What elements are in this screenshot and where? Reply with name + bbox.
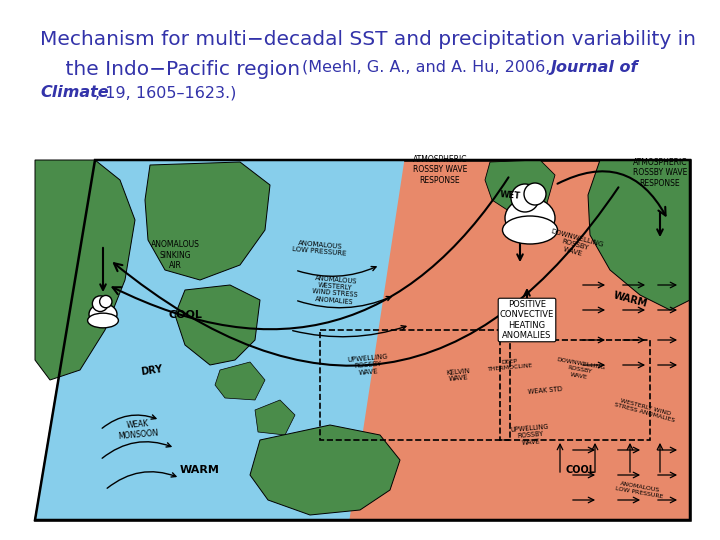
Bar [500, 340, 650, 440]
Text: DRY: DRY [140, 363, 163, 376]
Text: COOL: COOL [168, 310, 202, 320]
FancyArrowPatch shape [114, 187, 618, 366]
Polygon shape [35, 160, 405, 520]
Text: Journal of: Journal of [551, 60, 639, 75]
Polygon shape [35, 160, 690, 520]
Bar [320, 330, 510, 440]
Text: the Indo−Pacific region: the Indo−Pacific region [40, 60, 307, 79]
FancyArrowPatch shape [102, 415, 156, 428]
FancyArrowPatch shape [293, 326, 406, 337]
Polygon shape [255, 400, 295, 435]
Text: DOWNWELLING
ROSSBY
WAVE: DOWNWELLING ROSSBY WAVE [554, 357, 606, 382]
Ellipse shape [505, 198, 555, 238]
Ellipse shape [503, 216, 557, 244]
Polygon shape [145, 162, 270, 280]
Text: ANOMALOUS
LOW PRESSURE: ANOMALOUS LOW PRESSURE [615, 481, 665, 500]
Circle shape [524, 183, 546, 205]
Text: UPWELLING
ROSSBY
WAVE: UPWELLING ROSSBY WAVE [347, 353, 390, 377]
Text: DEEP
THERMOCLINE: DEEP THERMOCLINE [487, 357, 533, 373]
Polygon shape [35, 160, 135, 380]
Polygon shape [588, 160, 690, 310]
Circle shape [511, 184, 539, 212]
Ellipse shape [88, 313, 118, 328]
Polygon shape [250, 425, 400, 515]
FancyArrowPatch shape [297, 296, 391, 308]
Text: UPWELLING
ROSSBY
WAVE: UPWELLING ROSSBY WAVE [510, 423, 550, 447]
FancyArrowPatch shape [107, 472, 176, 488]
Text: Mechanism for multi−decadal SST and precipitation variability in: Mechanism for multi−decadal SST and prec… [40, 30, 696, 49]
Polygon shape [175, 285, 260, 365]
Text: Climate: Climate [40, 85, 109, 100]
FancyArrowPatch shape [297, 267, 376, 276]
Text: DOWNWELLING
ROSSBY
WAVE: DOWNWELLING ROSSBY WAVE [546, 228, 604, 262]
FancyArrowPatch shape [557, 171, 665, 215]
Text: WARM: WARM [180, 465, 220, 475]
Text: ATMOSPHERIC
ROSSBY WAVE
RESPONSE: ATMOSPHERIC ROSSBY WAVE RESPONSE [413, 155, 467, 185]
Text: ANOMALOUS
WESTERLY
WIND STRESS
ANOMALIES: ANOMALOUS WESTERLY WIND STRESS ANOMALIES [311, 274, 359, 306]
Text: ATMOSPHERIC
ROSSBY WAVE
RESPONSE: ATMOSPHERIC ROSSBY WAVE RESPONSE [633, 158, 688, 188]
Ellipse shape [89, 303, 117, 325]
Text: ANOMALOUS
LOW PRESSURE: ANOMALOUS LOW PRESSURE [292, 239, 348, 257]
Circle shape [99, 295, 112, 308]
Text: WET: WET [499, 190, 521, 200]
Polygon shape [215, 362, 265, 400]
Text: POSITIVE
CONVECTIVE
HEATING
ANOMALIES: POSITIVE CONVECTIVE HEATING ANOMALIES [500, 300, 554, 340]
Text: WEAK
MONSOON: WEAK MONSOON [117, 418, 159, 441]
Polygon shape [485, 160, 555, 215]
Text: ANOMALOUS
SINKING
AIR: ANOMALOUS SINKING AIR [150, 240, 199, 270]
Text: (Meehl, G. A., and A. Hu, 2006,: (Meehl, G. A., and A. Hu, 2006, [302, 60, 556, 75]
FancyArrowPatch shape [112, 177, 508, 329]
Text: WESTERLY WIND
STRESS ANOMALIES: WESTERLY WIND STRESS ANOMALIES [613, 397, 677, 423]
Text: WEAK STD: WEAK STD [528, 386, 562, 395]
Text: WARM: WARM [612, 291, 648, 309]
FancyArrowPatch shape [102, 442, 171, 458]
Text: , 19, 1605–1623.): , 19, 1605–1623.) [95, 85, 236, 100]
Text: COOL: COOL [565, 465, 595, 475]
Circle shape [92, 296, 108, 312]
Text: KELVIN
WAVE: KELVIN WAVE [446, 368, 471, 382]
